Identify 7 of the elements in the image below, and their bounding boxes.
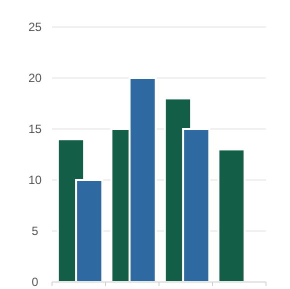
bar: [217, 148, 246, 283]
y-tick-label: 20: [28, 71, 42, 86]
y-tick-label: 10: [28, 173, 42, 188]
y-tick-label: 15: [28, 122, 42, 136]
y-tick-label: 25: [28, 20, 42, 34]
y-tick-label: 5: [32, 224, 39, 238]
y-tick-label: 0: [32, 275, 39, 289]
